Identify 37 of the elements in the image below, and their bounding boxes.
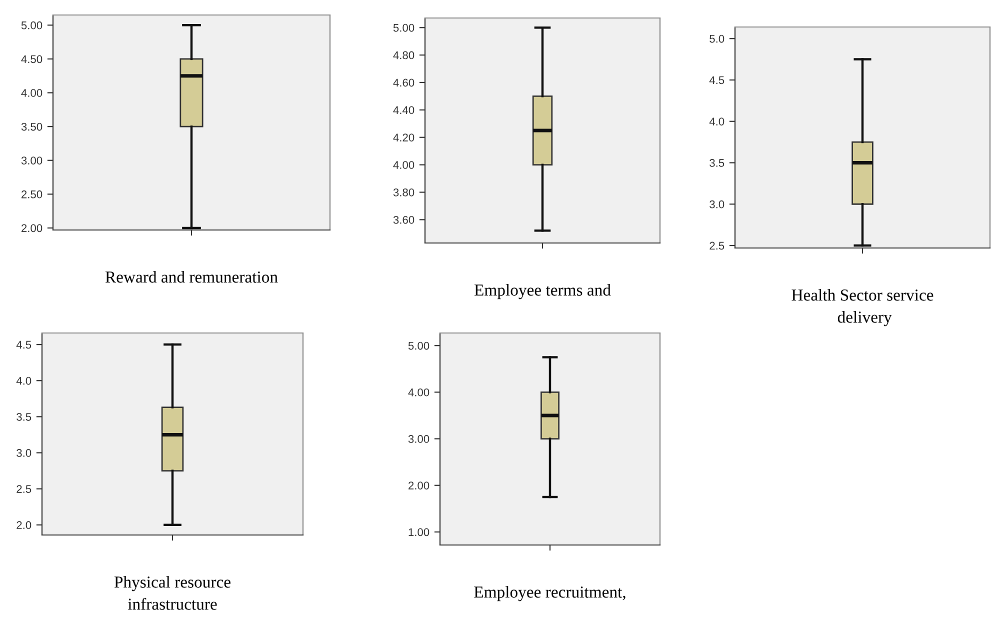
- y-tick-label: 2.00: [22, 224, 42, 232]
- y-tick-label: 3.60: [393, 216, 414, 224]
- y-tick-label: 4.5: [709, 76, 724, 84]
- y-tick-label: 3.0: [710, 200, 724, 208]
- y-tick-label: 2.0: [16, 521, 32, 530]
- y-tick-label: 5.00: [393, 24, 414, 32]
- y-tick-label: 3.5: [710, 159, 724, 167]
- y-tick-label: 4.60: [393, 78, 414, 87]
- y-tick-label: 4.5: [16, 340, 32, 349]
- x-axis-title: Employee terms and: [474, 284, 611, 300]
- y-tick-label: 2.5: [16, 485, 32, 493]
- y-tick-label: 2.5: [710, 242, 724, 250]
- y-tick-label: 4.50: [21, 55, 42, 64]
- y-tick-label: 4.00: [393, 161, 414, 169]
- y-tick-label: 3.80: [393, 188, 414, 196]
- x-axis-title: Health Sector service delivery: [792, 288, 934, 326]
- y-tick-label: 4.0: [709, 118, 724, 126]
- y-tick-label: 4.40: [393, 106, 414, 114]
- y-tick-label: 1.00: [408, 528, 430, 536]
- y-tick-label: 3.00: [408, 435, 430, 443]
- y-tick-label: 3.5: [16, 412, 32, 421]
- y-tick-label: 4.20: [393, 134, 414, 142]
- y-tick-label: 5.0: [710, 34, 724, 43]
- y-tick-label: 4.00: [408, 388, 430, 396]
- y-tick-label: 4.00: [21, 89, 42, 97]
- y-tick-label: 3.0: [16, 449, 32, 457]
- x-axis-title: Reward and remuneration: [105, 270, 278, 283]
- y-tick-label: 3.50: [21, 122, 42, 131]
- y-tick-label: 5.00: [21, 21, 42, 30]
- y-tick-label: 4.0: [16, 376, 32, 385]
- y-tick-label: 2.00: [408, 482, 430, 490]
- y-tick-label: 2.50: [22, 190, 42, 198]
- x-axis-title: Physical resource infrastructure: [114, 576, 230, 610]
- y-tick-label: 3.00: [21, 156, 42, 164]
- x-axis-title: Employee recruitment,: [474, 586, 626, 602]
- y-tick-label: 5.00: [408, 342, 430, 350]
- y-tick-label: 4.80: [393, 51, 414, 60]
